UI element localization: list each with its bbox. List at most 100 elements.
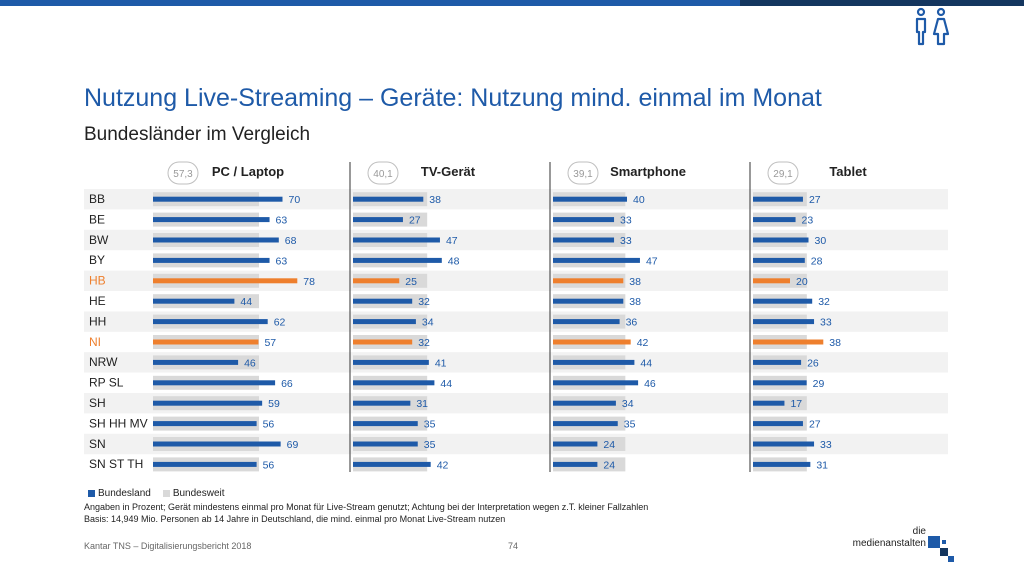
value-label-pc-laptop-ni: 57 xyxy=(264,337,276,349)
value-label-pc-laptop-hb: 78 xyxy=(303,276,315,288)
category-label-bb: BB xyxy=(89,192,105,206)
value-label-smartphone-bb: 40 xyxy=(633,194,645,206)
value-label-tv-ger-t-hh: 34 xyxy=(422,317,434,329)
row-stripe-sn xyxy=(84,433,948,455)
category-label-sn-st-th: SN ST TH xyxy=(89,457,143,471)
value-label-smartphone-by: 47 xyxy=(646,255,658,267)
value-label-smartphone-sn-st-th: 24 xyxy=(603,459,615,471)
bar-tv-ger-t-sh-hh-mv xyxy=(353,421,418,427)
bar-smartphone-rp-sl xyxy=(553,380,639,386)
bar-pc-laptop-by xyxy=(153,257,270,263)
bar-tv-ger-t-hh xyxy=(353,319,416,325)
value-label-tv-ger-t-nrw: 41 xyxy=(435,357,447,369)
value-label-pc-laptop-sh: 59 xyxy=(268,398,280,410)
bar-smartphone-bb xyxy=(553,196,627,202)
value-label-tablet-nrw: 26 xyxy=(807,357,819,369)
value-label-tv-ger-t-sh: 31 xyxy=(416,398,428,410)
value-label-smartphone-sn: 24 xyxy=(603,439,615,451)
value-label-tablet-be: 23 xyxy=(802,215,814,227)
bar-smartphone-sh-hh-mv xyxy=(553,421,618,427)
bar-smartphone-bw xyxy=(553,237,615,243)
value-label-pc-laptop-he: 44 xyxy=(240,296,252,308)
bar-pc-laptop-sn xyxy=(153,441,281,447)
bar-tablet-bb xyxy=(753,196,803,202)
value-label-smartphone-hb: 38 xyxy=(629,276,641,288)
category-label-nrw: NRW xyxy=(89,355,118,369)
bar-tv-ger-t-ni xyxy=(353,339,413,345)
bar-tablet-hb xyxy=(753,278,790,284)
value-label-tablet-rp-sl: 29 xyxy=(813,378,825,390)
bar-tablet-hh xyxy=(753,319,815,325)
chart-legend: Bundesland Bundesweit xyxy=(88,488,237,499)
value-label-tv-ger-t-bw: 47 xyxy=(446,235,458,247)
category-label-sh: SH xyxy=(89,396,106,410)
value-label-pc-laptop-bb: 70 xyxy=(289,194,301,206)
value-label-tv-ger-t-be: 27 xyxy=(409,215,421,227)
row-stripe-hb xyxy=(84,270,948,291)
page-number: 74 xyxy=(508,541,519,551)
category-label-be: BE xyxy=(89,212,105,226)
value-label-smartphone-sh-hh-mv: 35 xyxy=(624,419,636,431)
value-label-tablet-ni: 38 xyxy=(829,337,841,349)
row-stripe-bb xyxy=(84,189,948,210)
value-label-smartphone-nrw: 44 xyxy=(640,357,652,369)
bundesweit-value-tv-ger-t: 40,1 xyxy=(373,169,393,180)
bar-tv-ger-t-sn xyxy=(353,441,418,447)
bundesweit-value-pc-laptop: 57,3 xyxy=(173,169,193,180)
value-label-pc-laptop-sh-hh-mv: 56 xyxy=(263,419,275,431)
footer-source: Kantar TNS – Digitalisierungsbericht 201… xyxy=(84,541,252,551)
bar-tv-ger-t-hb xyxy=(353,278,400,284)
value-label-tablet-sn: 33 xyxy=(820,439,832,451)
bundesweit-value-smartphone: 39,1 xyxy=(573,169,593,180)
value-label-pc-laptop-sn: 69 xyxy=(287,439,299,451)
category-label-hh: HH xyxy=(89,314,106,328)
bar-tablet-ni xyxy=(753,339,824,345)
value-label-pc-laptop-by: 63 xyxy=(276,255,288,267)
value-label-tablet-sh-hh-mv: 27 xyxy=(809,419,821,431)
note-line-1: Angaben in Prozent; Gerät mindestens ein… xyxy=(84,502,649,512)
bundesweit-bubble-pc-laptop xyxy=(167,161,199,185)
bar-tablet-sh xyxy=(753,400,785,406)
value-label-tv-ger-t-sn: 35 xyxy=(424,439,436,451)
bar-tablet-be xyxy=(753,217,796,223)
bar-tv-ger-t-nrw xyxy=(353,359,429,365)
bar-pc-laptop-rp-sl xyxy=(153,380,276,386)
value-label-tablet-he: 32 xyxy=(818,296,830,308)
category-label-ni: NI xyxy=(89,335,101,349)
bar-pc-laptop-sh xyxy=(153,400,263,406)
value-label-smartphone-be: 33 xyxy=(620,215,632,227)
legend-swatch-bundesweit xyxy=(162,490,170,497)
value-label-tablet-hh: 33 xyxy=(820,317,832,329)
value-label-smartphone-he: 38 xyxy=(629,296,641,308)
bar-tablet-sn-st-th xyxy=(753,461,811,467)
bar-pc-laptop-be xyxy=(153,217,270,223)
category-label-sh-hh-mv: SH HH MV xyxy=(89,416,148,430)
bar-smartphone-hh xyxy=(553,319,620,325)
bar-tv-ger-t-bw xyxy=(353,237,440,243)
row-stripe-sh xyxy=(84,393,948,414)
value-label-tablet-sh: 17 xyxy=(790,398,802,410)
bar-tv-ger-t-bb xyxy=(353,196,424,202)
value-label-smartphone-sh: 34 xyxy=(622,398,634,410)
bar-pc-laptop-sh-hh-mv xyxy=(153,421,257,427)
row-stripe-hh xyxy=(84,311,948,332)
value-label-tv-ger-t-rp-sl: 44 xyxy=(440,378,452,390)
bar-pc-laptop-he xyxy=(153,298,235,304)
value-label-tablet-bw: 30 xyxy=(815,235,827,247)
category-label-hb: HB xyxy=(89,274,106,288)
category-label-rp-sl: RP SL xyxy=(89,376,124,390)
value-label-smartphone-hh: 36 xyxy=(626,317,638,329)
bar-tv-ger-t-by xyxy=(353,257,442,263)
bar-smartphone-he xyxy=(553,298,624,304)
bar-tv-ger-t-sn-st-th xyxy=(353,461,431,467)
category-label-bw: BW xyxy=(89,233,109,247)
bar-tablet-bw xyxy=(753,237,809,243)
note-line-2: Basis: 14,949 Mio. Personen ab 14 Jahre … xyxy=(84,514,506,524)
bar-tv-ger-t-rp-sl xyxy=(353,380,435,386)
legend-label-bundesland: Bundesland xyxy=(98,488,151,499)
category-label-by: BY xyxy=(89,253,105,267)
legend-item-bundesweit: Bundesweit xyxy=(162,488,225,499)
bar-tablet-by xyxy=(753,257,805,263)
bar-pc-laptop-hh xyxy=(153,319,268,325)
